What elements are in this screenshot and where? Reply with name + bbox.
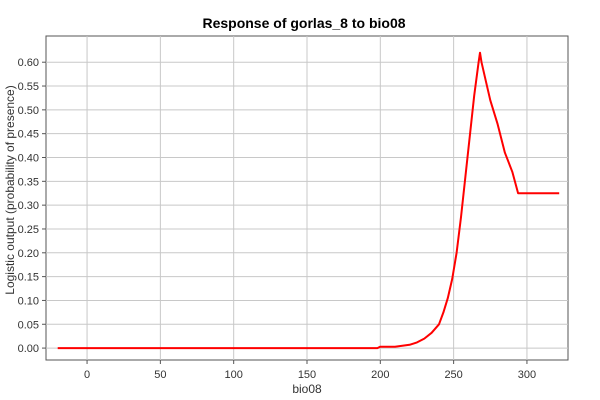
y-tick-label: 0.40 bbox=[18, 153, 39, 165]
series-line bbox=[57, 51, 560, 350]
y-tick-label: 0.05 bbox=[18, 319, 39, 331]
x-tick-label: 300 bbox=[518, 369, 536, 381]
series-layer bbox=[57, 51, 560, 350]
y-tick-label: 0.10 bbox=[18, 295, 39, 307]
x-axis: 0 50 100 150 200 250 300 bbox=[84, 360, 536, 381]
x-tick-label: 0 bbox=[84, 369, 90, 381]
y-axis-label: Logistic output (probability of presence… bbox=[3, 85, 17, 294]
x-tick-label: 250 bbox=[444, 369, 462, 381]
y-tick-label: 0.45 bbox=[18, 129, 39, 141]
y-tick-label: 0.15 bbox=[18, 272, 39, 284]
chart-title: Response of gorlas_8 to bio08 bbox=[202, 15, 405, 31]
y-tick-label: 0.50 bbox=[18, 105, 39, 117]
y-tick-label: 0.55 bbox=[18, 81, 39, 93]
y-axis: 0.00 0.05 0.10 0.15 0.20 0.25 0.30 0.35 0.40 0.45… bbox=[18, 57, 46, 355]
x-tick-label: 50 bbox=[154, 369, 166, 381]
x-tick-label: 200 bbox=[371, 369, 389, 381]
x-axis-label: bio08 bbox=[292, 382, 322, 396]
y-tick-label: 0.60 bbox=[18, 57, 39, 69]
y-tick-label: 0.30 bbox=[18, 200, 39, 212]
y-tick-label: 0.20 bbox=[18, 248, 39, 260]
y-tick-label: 0.25 bbox=[18, 224, 39, 236]
grid bbox=[46, 36, 568, 360]
y-tick-label: 0.00 bbox=[18, 343, 39, 355]
y-tick-label: 0.35 bbox=[18, 176, 39, 188]
x-tick-label: 150 bbox=[298, 369, 316, 381]
x-tick-label: 100 bbox=[225, 369, 243, 381]
